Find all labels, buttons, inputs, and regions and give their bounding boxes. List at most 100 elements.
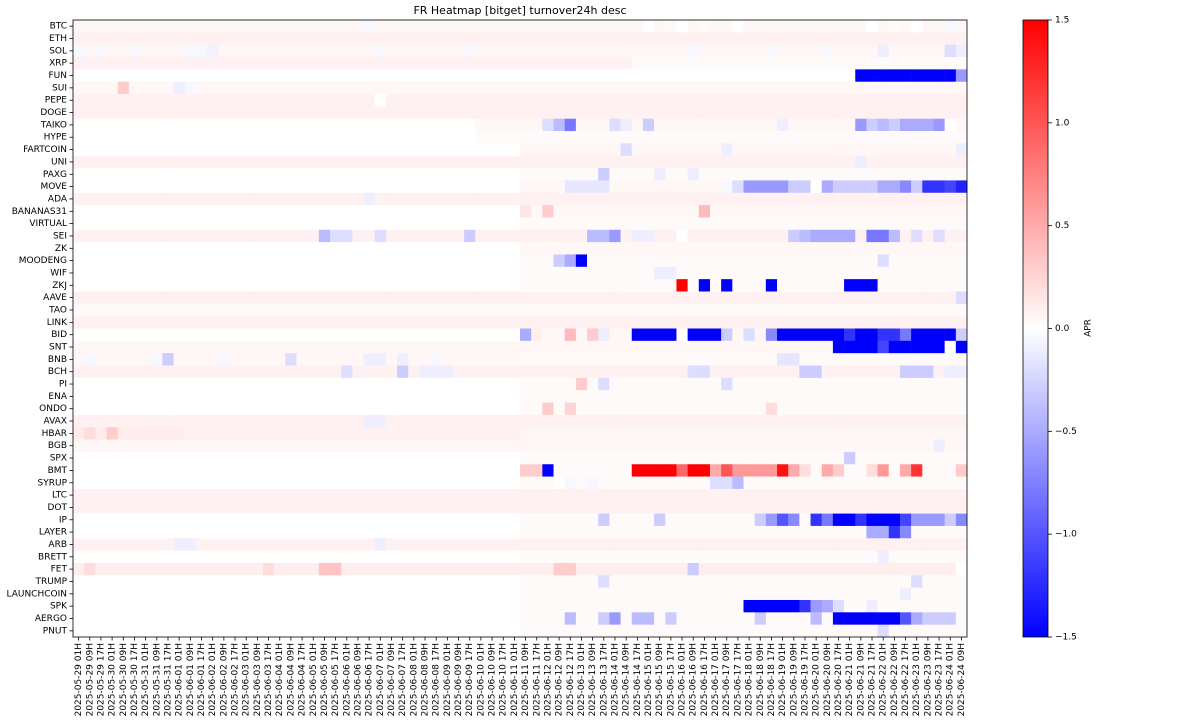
- heatmap-cell: [207, 538, 219, 551]
- heatmap-cell: [698, 69, 711, 82]
- heatmap-cell: [173, 476, 186, 490]
- heatmap-cell: [620, 205, 633, 218]
- heatmap-cell: [743, 464, 755, 477]
- heatmap-cell: [788, 217, 800, 231]
- heatmap-cell: [73, 599, 85, 613]
- heatmap-cell: [877, 155, 890, 169]
- heatmap-cell: [788, 242, 800, 255]
- heatmap-cell: [709, 464, 722, 477]
- heatmap-cell: [106, 402, 118, 416]
- heatmap-cell: [397, 525, 409, 539]
- x-tick-label: 2025-06-09 17H: [465, 643, 475, 716]
- heatmap-cell: [575, 513, 588, 527]
- heatmap-cell: [698, 439, 711, 453]
- heatmap-cell: [877, 266, 890, 280]
- heatmap-cell: [575, 254, 588, 268]
- heatmap-cell: [922, 316, 934, 329]
- heatmap-cell: [352, 476, 364, 490]
- heatmap-cell: [922, 242, 934, 255]
- heatmap-cell: [922, 513, 934, 527]
- heatmap-cell: [140, 587, 152, 601]
- heatmap-cell: [821, 217, 834, 231]
- heatmap-cell: [486, 229, 498, 243]
- heatmap-cell: [609, 402, 621, 416]
- heatmap-cell: [698, 57, 711, 70]
- heatmap-cell: [631, 414, 644, 428]
- heatmap-cell: [95, 291, 107, 305]
- heatmap-cell: [743, 612, 755, 625]
- heatmap-cell: [262, 155, 275, 169]
- heatmap-cell: [262, 402, 275, 416]
- heatmap-cell: [307, 57, 320, 70]
- heatmap-cell: [240, 501, 253, 514]
- heatmap-cell: [128, 32, 141, 45]
- heatmap-cell: [933, 525, 945, 539]
- heatmap-cell: [151, 599, 163, 613]
- heatmap-cell: [888, 32, 901, 45]
- y-tick-label: BID: [51, 330, 67, 340]
- heatmap-cell: [665, 266, 677, 280]
- heatmap-cell: [777, 180, 789, 194]
- heatmap-cell: [452, 180, 465, 194]
- heatmap-cell: [464, 303, 476, 317]
- heatmap-cell: [877, 205, 890, 218]
- heatmap-cell: [911, 118, 923, 132]
- heatmap-cell: [229, 217, 241, 231]
- heatmap-cell: [832, 291, 845, 305]
- heatmap-cell: [330, 513, 342, 527]
- heatmap-cell: [140, 44, 152, 58]
- heatmap-cell: [452, 451, 465, 465]
- heatmap-cell: [709, 538, 722, 551]
- heatmap-cell: [877, 229, 890, 243]
- y-tick-label: ETH: [49, 34, 67, 44]
- heatmap-cell: [251, 217, 264, 231]
- heatmap-cell: [374, 525, 387, 539]
- heatmap-cell: [855, 451, 867, 465]
- heatmap-cell: [408, 229, 420, 243]
- heatmap-cell: [173, 328, 186, 342]
- heatmap-cell: [285, 624, 297, 638]
- heatmap-cell: [799, 205, 811, 218]
- colorbar: [1022, 19, 1049, 638]
- heatmap-cell: [877, 562, 890, 576]
- heatmap-cell: [274, 81, 286, 95]
- heatmap-cell: [955, 340, 968, 354]
- heatmap-cell: [363, 439, 376, 453]
- heatmap-cell: [899, 106, 912, 120]
- heatmap-cell: [374, 439, 387, 453]
- heatmap-cell: [564, 525, 577, 539]
- heatmap-cell: [676, 279, 688, 292]
- heatmap-cell: [575, 365, 588, 379]
- heatmap-cell: [832, 279, 845, 292]
- heatmap-cell: [933, 488, 945, 502]
- heatmap-cell: [140, 612, 152, 625]
- heatmap-cell: [575, 118, 588, 132]
- heatmap-cell: [721, 550, 733, 564]
- heatmap-cell: [732, 217, 744, 231]
- heatmap-cell: [777, 118, 789, 132]
- heatmap-cell: [106, 192, 118, 206]
- heatmap-cell: [497, 451, 510, 465]
- heatmap-cell: [184, 303, 197, 317]
- heatmap-cell: [788, 94, 800, 107]
- heatmap-cell: [285, 254, 297, 268]
- heatmap-cell: [888, 303, 901, 317]
- heatmap-cell: [709, 192, 722, 206]
- heatmap-cell: [296, 451, 308, 465]
- heatmap-cell: [419, 353, 431, 366]
- heatmap-cell: [285, 155, 297, 169]
- heatmap-cell: [609, 229, 621, 243]
- heatmap-cell: [117, 32, 130, 45]
- heatmap-cell: [73, 81, 85, 95]
- heatmap-cell: [698, 291, 711, 305]
- heatmap-cell: [844, 353, 856, 366]
- y-tick-label: SPX: [50, 454, 67, 464]
- heatmap-cell: [240, 328, 253, 342]
- heatmap-cell: [899, 20, 912, 33]
- heatmap-cell: [575, 20, 588, 33]
- heatmap-cell: [397, 414, 409, 428]
- heatmap-cell: [609, 266, 621, 280]
- heatmap-cell: [419, 155, 431, 169]
- x-tick-label: 2025-06-05 01H: [309, 643, 319, 716]
- heatmap-cell: [709, 69, 722, 82]
